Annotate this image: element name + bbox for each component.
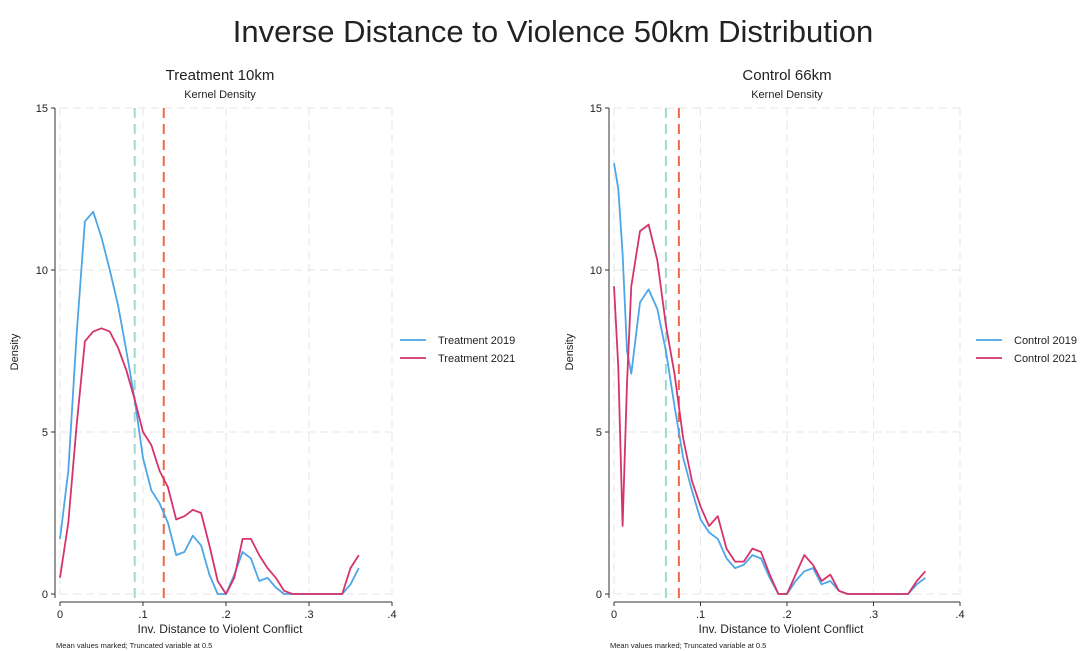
x-tick-label: .2 <box>782 609 791 621</box>
y-axis-label: Density <box>564 333 576 370</box>
figure-title: Inverse Distance to Violence 50km Distri… <box>233 14 873 49</box>
legend-label: Control 2021 <box>1014 353 1077 365</box>
y-tick-label: 5 <box>42 427 48 439</box>
x-tick-label: 0 <box>611 609 617 621</box>
legend-label: Treatment 2019 <box>438 335 515 347</box>
series-line <box>613 223 927 595</box>
series-line <box>59 327 360 595</box>
panel-note: Mean values marked; Truncated variable a… <box>610 641 766 650</box>
y-tick-label: 0 <box>596 589 602 601</box>
panel-subtitle: Kernel Density <box>184 89 256 101</box>
x-tick-label: .2 <box>221 609 230 621</box>
x-tick-label: .4 <box>387 609 396 621</box>
x-tick-label: .3 <box>869 609 878 621</box>
treatment-panel: 0 5 10 15 0 .1 .2 .3 .4 Treatment 10km Kernel Dens… <box>9 67 515 650</box>
control-panel: 0 5 10 15 0 .1 .2 .3 .4 Control 66km Kernel Densit… <box>564 67 1077 650</box>
panel-note: Mean values marked; Truncated variable a… <box>56 641 212 650</box>
x-tick-label: .3 <box>304 609 313 621</box>
legend-label: Control 2019 <box>1014 335 1077 347</box>
y-tick-label: 5 <box>596 427 602 439</box>
y-tick-label: 0 <box>42 589 48 601</box>
x-tick-label: .1 <box>138 609 147 621</box>
panel-subtitle: Kernel Density <box>751 89 823 101</box>
y-tick-label: 10 <box>36 265 48 277</box>
y-tick-label: 15 <box>36 103 48 115</box>
legend-label: Treatment 2021 <box>438 353 515 365</box>
panel-title: Control 66km <box>742 67 831 84</box>
series-line <box>59 210 360 595</box>
x-axis-label: Inv. Distance to Violent Conflict <box>138 622 304 636</box>
x-tick-label: 0 <box>57 609 63 621</box>
y-tick-label: 10 <box>590 265 602 277</box>
x-tick-label: .4 <box>955 609 964 621</box>
panel-title: Treatment 10km <box>166 67 275 84</box>
y-tick-label: 15 <box>590 103 602 115</box>
x-axis-label: Inv. Distance to Violent Conflict <box>699 622 865 636</box>
x-tick-label: .1 <box>696 609 705 621</box>
y-axis-label: Density <box>9 333 21 370</box>
series-line <box>613 162 926 595</box>
